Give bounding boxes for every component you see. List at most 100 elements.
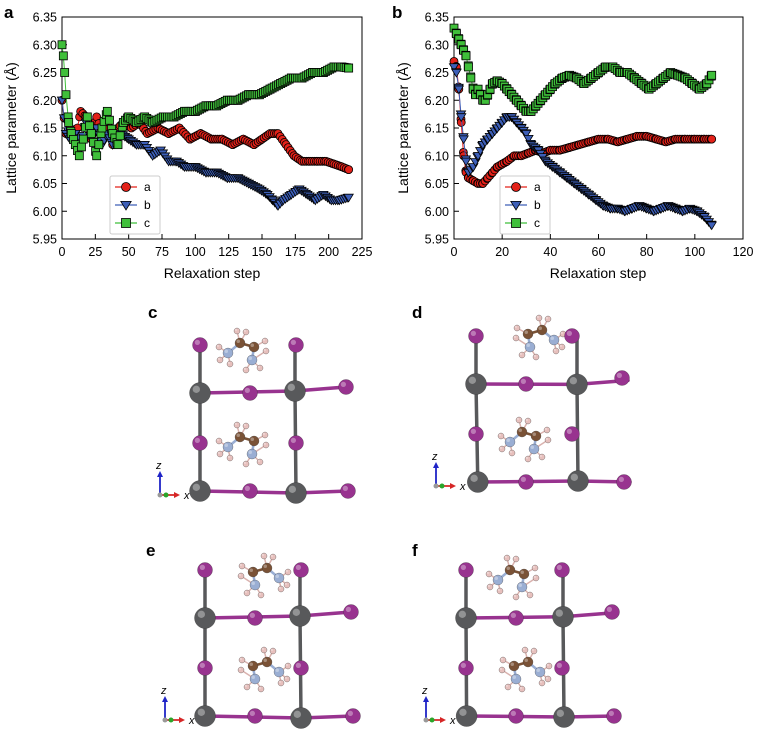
iodine-atom <box>508 708 524 724</box>
lead-highlight <box>556 709 564 717</box>
x-tick-label: 50 <box>122 245 136 259</box>
hydrogen-atom <box>257 591 265 599</box>
hydrogen-atom <box>544 675 552 683</box>
hydrogen-atom <box>262 441 270 449</box>
carbon-highlight <box>250 437 254 441</box>
iodine-atom <box>554 660 570 676</box>
lead-highlight <box>288 485 297 494</box>
lead-highlight <box>468 376 477 385</box>
hydrogen-highlight <box>227 455 230 459</box>
x-ticks-b: 0 20 40 60 80 100 120 <box>451 234 753 259</box>
lead-atom <box>290 707 312 729</box>
point-c <box>77 142 86 152</box>
hydrogen-highlight <box>533 575 536 578</box>
point-b <box>706 221 718 231</box>
iodine-atom <box>242 483 258 499</box>
hydrogen-highlight <box>227 361 230 365</box>
nitrogen-atom <box>249 673 261 685</box>
hydrogen-atom <box>558 343 566 351</box>
point-b <box>523 134 534 144</box>
hydrogen-atom <box>256 458 264 466</box>
hydrogen-highlight <box>263 442 267 446</box>
hydrogen-highlight <box>525 456 528 460</box>
hydrogen-atom <box>485 570 493 578</box>
point-c <box>115 131 125 141</box>
nitrogen-atom <box>504 436 516 448</box>
panel-label-b: b <box>392 3 402 22</box>
legend-marker-a <box>511 182 521 192</box>
x-tick-label: 200 <box>318 245 339 259</box>
y-axis-label-a: Lattice parameter (Å) <box>3 62 19 194</box>
point-c <box>92 151 102 161</box>
hydrogen-atom <box>497 432 505 440</box>
y-tick-label: 6.35 <box>425 11 449 25</box>
hydrogen-highlight <box>239 657 242 660</box>
hydrogen-highlight <box>545 316 548 320</box>
lead-atom <box>194 607 216 629</box>
hydrogen-highlight <box>285 569 289 572</box>
point-c <box>102 106 112 116</box>
hydrogen-highlight <box>533 354 536 358</box>
hydrogen-atom <box>257 685 265 693</box>
hydrogen-atom <box>545 662 553 670</box>
hydrogen-highlight <box>509 450 512 454</box>
point-c <box>707 70 717 80</box>
series-c <box>449 23 717 116</box>
carbon-atom <box>508 660 520 672</box>
iodine-highlight <box>520 476 526 482</box>
iodine-atom <box>197 562 213 578</box>
iodine-atom <box>288 435 304 451</box>
iodine-atom <box>458 562 474 578</box>
carbon-atom <box>248 341 260 353</box>
iodine-highlight <box>194 339 200 345</box>
hydrogen-atom <box>269 647 277 655</box>
chart-panel-a: a 5.95 6.00 6.05 6.10 6.15 6.20 6.25 6.30 6.35 0… <box>3 3 372 281</box>
iodine-highlight <box>556 564 562 570</box>
legend-label-c: c <box>144 216 150 230</box>
iodine-highlight <box>340 381 346 387</box>
hydrogen-atom <box>233 327 241 335</box>
hydrogen-highlight <box>263 348 267 352</box>
x-axis-label-b: Relaxation step <box>550 265 647 281</box>
hydrogen-atom <box>503 554 511 562</box>
iodine-highlight <box>347 710 353 716</box>
nitrogen-highlight <box>550 336 554 340</box>
lead-highlight <box>459 708 467 716</box>
hydrogen-highlight <box>545 676 548 679</box>
nitrogen-highlight <box>224 349 228 353</box>
x-tick-label: 175 <box>285 245 306 259</box>
nitrogen-atom <box>222 441 234 453</box>
nitrogen-atom <box>510 673 522 685</box>
iodine-atom <box>458 660 474 676</box>
legend-marker-c <box>121 218 131 228</box>
hydrogen-highlight <box>539 680 542 683</box>
carbon-highlight <box>506 566 510 570</box>
hydrogen-highlight <box>513 594 516 597</box>
z-axis-label: z <box>421 685 428 697</box>
nitrogen-highlight <box>512 675 516 679</box>
hydrogen-highlight <box>499 446 503 450</box>
x-arrow-head <box>440 717 446 723</box>
hydrogen-atom <box>243 683 251 691</box>
lead-atom <box>566 373 588 396</box>
hydrogen-highlight <box>257 459 261 463</box>
legend-marker-c <box>511 218 521 228</box>
iodine-atom <box>518 474 534 490</box>
legend-b: abc <box>499 175 551 235</box>
hydrogen-highlight <box>243 329 246 333</box>
point-c <box>60 68 70 77</box>
nitrogen-atom <box>534 666 546 678</box>
iodine-atom <box>604 604 620 620</box>
hydrogen-atom <box>243 589 251 597</box>
iodine-highlight <box>290 339 296 345</box>
lead-atom <box>567 470 589 492</box>
legend-label-b: b <box>144 198 151 212</box>
iodine-highlight <box>470 428 476 434</box>
hydrogen-highlight <box>261 647 265 650</box>
iodine-atom <box>614 370 630 386</box>
hydrogen-highlight <box>238 667 241 670</box>
point-b <box>460 157 472 167</box>
hydrogen-atom <box>530 647 538 655</box>
carbon-atom <box>530 430 542 442</box>
panel-label-d: d <box>412 303 422 322</box>
